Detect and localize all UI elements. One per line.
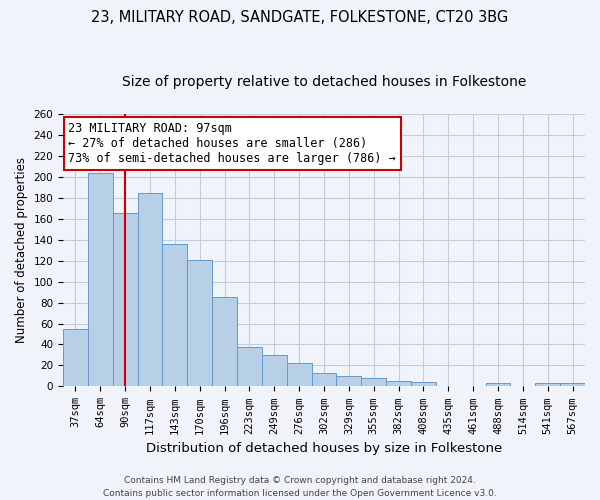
Text: 23, MILITARY ROAD, SANDGATE, FOLKESTONE, CT20 3BG: 23, MILITARY ROAD, SANDGATE, FOLKESTONE,… [91,10,509,25]
Title: Size of property relative to detached houses in Folkestone: Size of property relative to detached ho… [122,75,526,89]
Bar [560,384,585,386]
Bar [63,329,88,386]
Bar [411,382,436,386]
Bar [262,355,287,386]
Bar [237,346,262,387]
Bar [163,244,187,386]
Bar [535,384,560,386]
Bar [485,384,511,386]
X-axis label: Distribution of detached houses by size in Folkestone: Distribution of detached houses by size … [146,442,502,455]
Y-axis label: Number of detached properties: Number of detached properties [15,157,28,343]
Bar [311,373,337,386]
Bar [287,364,311,386]
Bar [187,260,212,386]
Bar [137,194,163,386]
Text: 23 MILITARY ROAD: 97sqm
← 27% of detached houses are smaller (286)
73% of semi-d: 23 MILITARY ROAD: 97sqm ← 27% of detache… [68,122,396,165]
Text: Contains HM Land Registry data © Crown copyright and database right 2024.
Contai: Contains HM Land Registry data © Crown c… [103,476,497,498]
Bar [113,214,137,386]
Bar [361,378,386,386]
Bar [337,376,361,386]
Bar [88,172,113,386]
Bar [386,381,411,386]
Bar [212,298,237,386]
